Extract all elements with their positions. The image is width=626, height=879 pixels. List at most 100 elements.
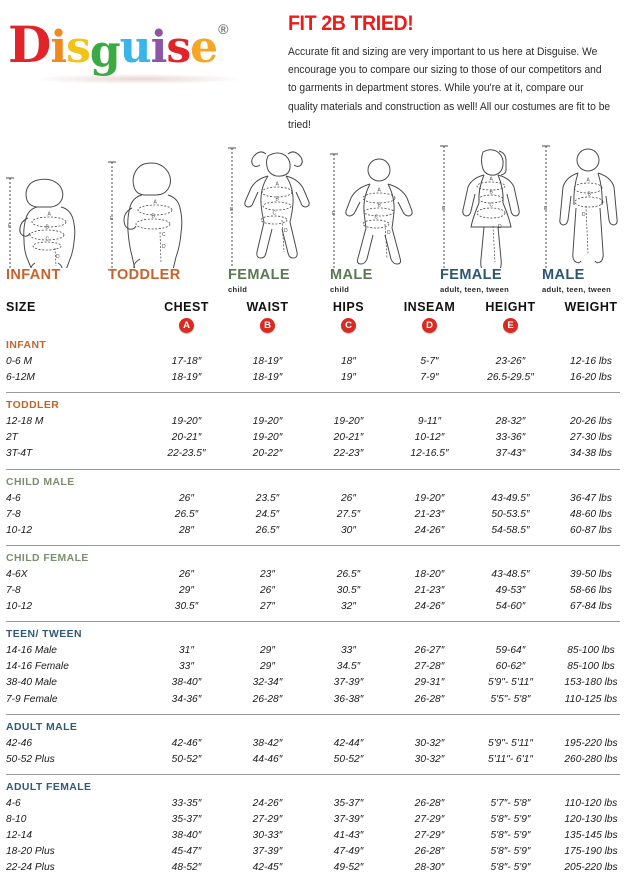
section-adult-male: ADULT MALE 42-46 42-46″ 38-42″ 42-44″ 30-32″ 5… bbox=[6, 715, 620, 768]
cell-inseam: 5-7″ bbox=[420, 356, 439, 367]
svg-text:A: A bbox=[154, 200, 158, 206]
cell-height: 28-32″ bbox=[495, 416, 526, 428]
cell-height: 50-53.5″ bbox=[491, 508, 530, 520]
section-infant: INFANT 0-6 M 17-18″ 18-19″ 18″ 5-7″ 23-26″ 12-1… bbox=[6, 333, 620, 386]
cell-weight: 34-38 lbs bbox=[570, 448, 612, 460]
svg-text:C: C bbox=[162, 232, 166, 238]
cell-inseam: 27-29″ bbox=[414, 813, 445, 825]
cell-height: 59-64″ bbox=[495, 645, 526, 657]
cell-chest: 19-20″ bbox=[171, 416, 202, 428]
figure-label: TODDLER bbox=[108, 267, 181, 283]
section-title: ADULT FEMALE bbox=[6, 781, 92, 793]
table-row: 8-10 35-37″ 27-29″ 37-39″ 27-29″ 5'8″- 5'9″ 12… bbox=[6, 812, 620, 828]
cell-chest: 26″ bbox=[179, 568, 194, 580]
cell-chest: 34-36″ bbox=[171, 693, 202, 705]
cell-inseam: 12-16.5″ bbox=[410, 448, 449, 460]
figure-male-adult: E A B D MALE adult, teen, tween bbox=[542, 140, 626, 294]
cell-waist: 20-22″ bbox=[252, 448, 283, 460]
cell-waist: 30-33″ bbox=[252, 830, 283, 842]
table-row: 18-20 Plus 45-47″ 37-39″ 47-49″ 26-28″ 5'8″- … bbox=[6, 844, 620, 860]
cell-size: 2T bbox=[6, 432, 18, 444]
cell-chest: 26.5″ bbox=[174, 508, 199, 520]
cell-size: 7-8 bbox=[6, 584, 21, 596]
cell-waist: 23.5″ bbox=[255, 492, 280, 504]
table-header-row: SIZE CHEST WAIST HIPS INSEAM HEIGHT WEIGHT bbox=[6, 300, 620, 314]
logo-letter-u-4: u bbox=[119, 22, 152, 73]
cell-weight: 16-20 lbs bbox=[570, 372, 612, 384]
cell-hips: 30.5″ bbox=[336, 584, 361, 596]
column-header-inseam: INSEAM bbox=[403, 300, 456, 314]
cell-size: 7-9 Female bbox=[6, 693, 58, 705]
cell-height: 5'8″- 5'9″ bbox=[490, 846, 531, 858]
cell-size: 6-12M bbox=[6, 372, 35, 384]
cell-hips: 26″ bbox=[341, 492, 356, 504]
cell-inseam: 7-9″ bbox=[420, 372, 439, 384]
cell-waist: 24.5″ bbox=[255, 508, 280, 520]
table-row: 4-6X 26″ 23″ 26.5″ 18-20″ 43-48.5″ 39-50 lbs bbox=[6, 567, 620, 583]
cell-height: 54-58.5″ bbox=[491, 524, 530, 536]
svg-text:E: E bbox=[230, 207, 234, 213]
cell-height: 54-60″ bbox=[495, 601, 526, 613]
cell-inseam: 19-20″ bbox=[414, 492, 445, 504]
measurement-badge-c-icon: C bbox=[341, 318, 356, 333]
cell-waist: 19-20″ bbox=[252, 416, 283, 428]
figure-sublabel: child bbox=[330, 284, 350, 294]
cell-chest: 48-52″ bbox=[171, 862, 202, 874]
cell-weight: 67-84 lbs bbox=[570, 601, 612, 613]
figure-infant-base: E A B C D INFANT bbox=[6, 140, 98, 283]
svg-text:E: E bbox=[8, 224, 12, 230]
measurement-badge-d-icon: D bbox=[422, 318, 437, 333]
table-row: 10-12 30.5″ 27″ 32″ 24-26″ 54-60″ 67-84 lbs bbox=[6, 599, 620, 615]
cell-height: 26.5-29.5″ bbox=[487, 372, 534, 384]
cell-inseam: 30-32″ bbox=[414, 753, 445, 765]
svg-text:C: C bbox=[273, 211, 277, 217]
cell-inseam: 21-23″ bbox=[414, 584, 445, 596]
cell-waist: 26.5″ bbox=[255, 524, 280, 536]
cell-size: 18-20 Plus bbox=[6, 846, 55, 858]
header-banner: Disguise® FIT 2B TRIED! Accurate fit and… bbox=[0, 0, 626, 140]
badge-row-spacer bbox=[6, 318, 146, 333]
cell-size: 14-16 Female bbox=[6, 661, 69, 673]
figure-label: INFANT bbox=[6, 267, 61, 283]
svg-text:D: D bbox=[387, 230, 391, 236]
svg-text:A: A bbox=[378, 188, 382, 194]
column-header-chest: CHEST bbox=[164, 300, 209, 314]
figure-silhouette-svg: E A B C D bbox=[440, 145, 520, 268]
cell-inseam: 24-26″ bbox=[414, 601, 445, 613]
cell-weight: 260-280 lbs bbox=[564, 753, 618, 765]
cell-height: 5'9"- 5'11″ bbox=[488, 677, 533, 689]
cell-weight: 27-30 lbs bbox=[570, 432, 612, 444]
cell-waist: 23″ bbox=[260, 568, 275, 580]
svg-text:C: C bbox=[490, 203, 494, 209]
cell-hips: 35-37″ bbox=[333, 797, 364, 809]
logo-shadow bbox=[34, 74, 244, 84]
cell-chest: 33-35″ bbox=[171, 797, 202, 809]
figure-strip: E A B C D INFANT E A B C D TODDLER E A B C D FEMALE child E… bbox=[0, 140, 626, 300]
column-header-waist: WAIST bbox=[246, 300, 289, 314]
badge-cell-b: B bbox=[227, 318, 308, 333]
section-toddler: TODDLER 12-18 M 19-20″ 19-20″ 19-20″ 9-11″ 28-… bbox=[6, 393, 620, 462]
cell-hips: 18″ bbox=[341, 356, 356, 367]
cell-chest: 20-21″ bbox=[171, 432, 202, 444]
figure-silhouette-svg: E A B C D bbox=[228, 147, 310, 268]
cell-height: 33-36″ bbox=[495, 432, 526, 444]
figure-sublabel: adult, teen, tween bbox=[440, 284, 510, 294]
table-row: 14-16 Female 33″ 29″ 34.5″ 27-28″ 60-62″ 85-10… bbox=[6, 659, 620, 675]
table-row: 22-24 Plus 48-52″ 42-45″ 49-52″ 28-30″ 5'8″- … bbox=[6, 860, 620, 876]
cell-size: 4-6 bbox=[6, 797, 21, 809]
logo-letter-e-7: e bbox=[190, 22, 218, 73]
cell-size: 10-12 bbox=[6, 524, 33, 536]
svg-text:B: B bbox=[378, 203, 382, 209]
table-row: 7-9 Female 34-36″ 26-28″ 36-38″ 26-28″ 5'5"- … bbox=[6, 692, 620, 708]
cell-waist: 42-45″ bbox=[252, 862, 283, 874]
cell-chest: 17-18″ bbox=[171, 356, 202, 367]
table-row: 12-18 M 19-20″ 19-20″ 19-20″ 9-11″ 28-32″ 20-2… bbox=[6, 414, 620, 430]
section-title: INFANT bbox=[6, 340, 47, 351]
cell-waist: 32-34″ bbox=[252, 677, 283, 689]
measurement-badge-a-icon: A bbox=[179, 318, 194, 333]
section-child-male: CHILD MALE 4-6 26″ 23.5″ 26″ 19-20″ 43-49.5″ 36… bbox=[6, 470, 620, 539]
svg-text:B: B bbox=[490, 190, 494, 196]
cell-inseam: 26-28″ bbox=[414, 693, 445, 705]
cell-chest: 50-52″ bbox=[171, 753, 202, 765]
cell-size: 14-16 Male bbox=[6, 645, 57, 657]
